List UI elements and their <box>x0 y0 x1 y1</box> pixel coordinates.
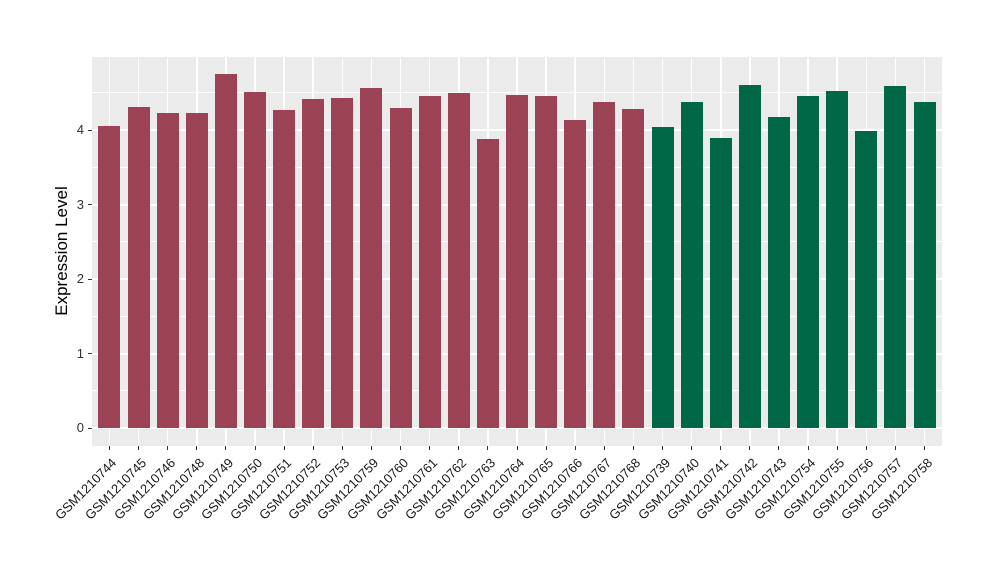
bar-GSM1210753 <box>331 97 354 429</box>
y-tick-3 <box>88 204 92 206</box>
y-tick-4 <box>88 129 92 131</box>
x-tick-GSM1210757 <box>894 446 896 450</box>
x-tick-GSM1210762 <box>458 446 460 450</box>
bar-GSM1210755 <box>826 90 849 429</box>
bar-GSM1210745 <box>127 106 150 429</box>
bar-GSM1210768 <box>622 109 645 429</box>
x-tick-GSM1210751 <box>283 446 285 450</box>
x-tick-GSM1210740 <box>691 446 693 450</box>
y-tick-1 <box>88 353 92 355</box>
bar-GSM1210748 <box>185 112 208 429</box>
bar-GSM1210742 <box>738 84 761 429</box>
y-tick-label-4: 4 <box>76 122 84 138</box>
x-tick-GSM1210746 <box>167 446 169 450</box>
bar-GSM1210766 <box>564 120 587 429</box>
bar-GSM1210764 <box>506 95 528 429</box>
y-tick-label-1: 1 <box>76 345 84 361</box>
x-tick-GSM1210739 <box>662 446 664 450</box>
x-tick-GSM1210768 <box>632 446 634 450</box>
bar-GSM1210756 <box>855 130 878 429</box>
bar-GSM1210763 <box>476 138 499 429</box>
bar-GSM1210762 <box>447 92 470 429</box>
y-tick-0 <box>88 427 92 429</box>
x-tick-GSM1210756 <box>865 446 867 450</box>
x-tick-GSM1210764 <box>516 446 518 450</box>
bar-GSM1210749 <box>214 74 237 429</box>
x-tick-GSM1210753 <box>341 446 343 450</box>
bar-GSM1210744 <box>98 126 121 429</box>
x-tick-GSM1210744 <box>108 446 110 450</box>
x-tick-GSM1210759 <box>370 446 372 450</box>
bar-GSM1210767 <box>593 102 616 429</box>
bar-GSM1210743 <box>767 116 790 429</box>
y-tick-2 <box>88 278 92 280</box>
y-tick-label-2: 2 <box>76 271 84 287</box>
bar-GSM1210759 <box>360 87 383 429</box>
x-tick-GSM1210755 <box>836 446 838 450</box>
bar-GSM1210761 <box>418 96 441 429</box>
x-tick-GSM1210752 <box>312 446 314 450</box>
y-tick-label-0: 0 <box>76 420 84 436</box>
bar-GSM1210765 <box>535 95 558 429</box>
x-tick-GSM1210754 <box>807 446 809 450</box>
plot-panel <box>92 57 942 446</box>
x-tick-GSM1210743 <box>778 446 780 450</box>
bar-GSM1210750 <box>244 92 266 429</box>
bar-GSM1210752 <box>302 98 325 429</box>
x-tick-GSM1210749 <box>225 446 227 450</box>
x-tick-GSM1210760 <box>400 446 402 450</box>
x-tick-GSM1210748 <box>196 446 198 450</box>
bar-GSM1210758 <box>913 101 936 429</box>
x-tick-GSM1210745 <box>138 446 140 450</box>
y-tick-label-3: 3 <box>76 196 84 212</box>
bar-GSM1210740 <box>680 102 703 429</box>
bar-GSM1210739 <box>651 127 674 429</box>
bar-GSM1210760 <box>389 108 412 429</box>
bar-GSM1210751 <box>273 109 296 429</box>
x-tick-GSM1210750 <box>254 446 256 450</box>
x-tick-GSM1210742 <box>749 446 751 450</box>
x-tick-GSM1210766 <box>574 446 576 450</box>
bar-GSM1210741 <box>709 138 732 429</box>
y-axis-title: Expression Level <box>52 185 71 316</box>
x-tick-GSM1210763 <box>487 446 489 450</box>
x-tick-GSM1210741 <box>720 446 722 450</box>
x-tick-GSM1210767 <box>603 446 605 450</box>
x-tick-GSM1210765 <box>545 446 547 450</box>
bar-GSM1210746 <box>156 112 179 429</box>
x-tick-GSM1210758 <box>924 446 926 450</box>
bar-GSM1210757 <box>884 86 907 429</box>
bar-GSM1210754 <box>797 96 820 429</box>
x-tick-GSM1210761 <box>429 446 431 450</box>
